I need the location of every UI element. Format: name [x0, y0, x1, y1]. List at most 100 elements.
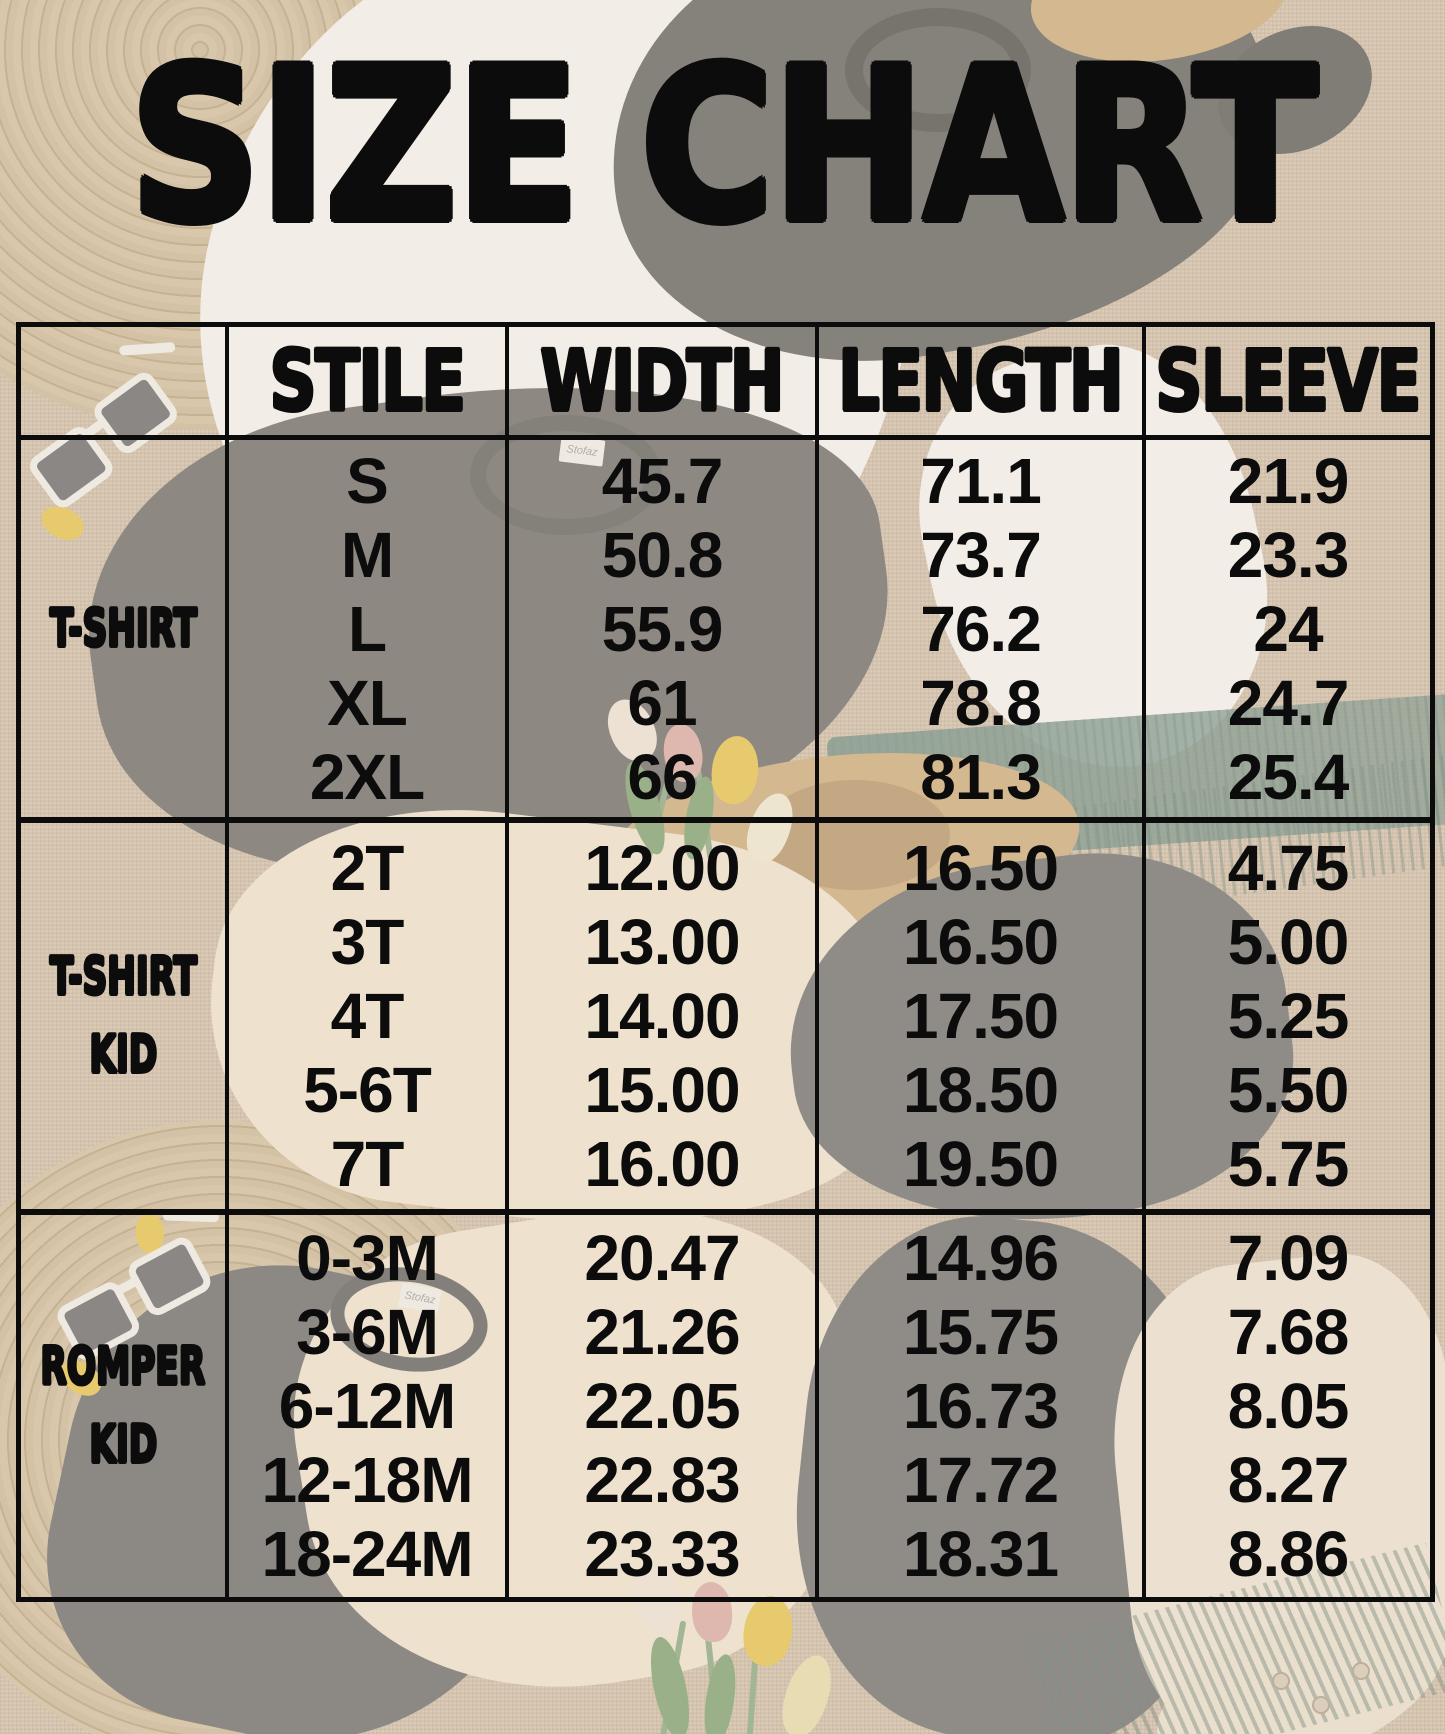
- size-value: M: [340, 518, 394, 591]
- header-cell-stile: STILE: [229, 327, 509, 435]
- column-cell-size: 0-3M 3-6M 6-12M 12-18M 18-24M: [229, 1215, 509, 1597]
- length-value: 18.31: [902, 1518, 1059, 1590]
- header-cell-sleeve: SLEEVE: [1146, 327, 1430, 435]
- column-cell-width: 20.47 21.26 22.05 22.83 23.33: [509, 1215, 819, 1597]
- page-title: SIZE CHART: [0, 40, 1445, 252]
- column-header-label: SLEEVE: [1155, 332, 1422, 430]
- width-value: 50.8: [601, 518, 724, 591]
- size-value: L: [347, 592, 387, 665]
- column-header-label: STILE: [269, 332, 467, 430]
- width-value: 12.00: [584, 832, 740, 904]
- romper-snap: [1312, 1696, 1330, 1714]
- table-header-row: STILE WIDTH LENGTH SLEEVE: [21, 327, 1430, 440]
- length-value: 73.7: [920, 518, 1042, 591]
- length-value: 16.73: [902, 1370, 1059, 1442]
- table-body: T-SHIRT S M L XL 2XL 45.7 50.8 55.9 61 66 71.1 73.7 7…: [21, 440, 1430, 1597]
- row-group-label: T-SHIRT: [21, 440, 229, 817]
- size-value: 4T: [330, 980, 405, 1052]
- column-header-label: LENGTH: [838, 332, 1124, 430]
- sleeve-value: 24: [1253, 592, 1323, 665]
- width-value: 22.05: [584, 1370, 740, 1442]
- sleeve-value: 5.75: [1227, 1128, 1350, 1200]
- length-value: 17.50: [902, 980, 1059, 1052]
- column-cell-length: 71.1 73.7 76.2 78.8 81.3: [819, 440, 1146, 817]
- row-group-label-line: ROMPER: [40, 1337, 206, 1397]
- width-value: 45.7: [601, 444, 724, 517]
- size-value: 5-6T: [303, 1054, 432, 1126]
- length-value: 81.3: [920, 740, 1042, 813]
- column-header-label: WIDTH: [540, 332, 785, 430]
- length-value: 71.1: [920, 444, 1042, 517]
- table-section-1: T-SHIRT KID 2T 3T 4T 5-6T 7T 12.00 13.00 14.00 15.…: [21, 823, 1430, 1215]
- size-chart-table: STILE WIDTH LENGTH SLEEVE T-SHIRT S M L XL 2X…: [16, 322, 1435, 1602]
- size-value: 3T: [330, 906, 405, 978]
- sleeve-value: 21.9: [1227, 444, 1350, 517]
- width-value: 55.9: [601, 592, 724, 665]
- length-value: 16.50: [902, 832, 1059, 904]
- header-cell-empty: [21, 327, 229, 435]
- sleeve-value: 7.09: [1227, 1222, 1350, 1294]
- sleeve-value: 25.4: [1227, 740, 1350, 813]
- table-section-0: T-SHIRT S M L XL 2XL 45.7 50.8 55.9 61 66 71.1 73.7 7…: [21, 440, 1430, 823]
- length-value: 16.50: [902, 906, 1059, 978]
- length-value: 76.2: [920, 592, 1042, 665]
- sleeve-value: 5.25: [1227, 980, 1350, 1052]
- sleeve-value: 7.68: [1227, 1296, 1350, 1368]
- width-value: 15.00: [584, 1054, 740, 1126]
- length-value: 14.96: [902, 1222, 1059, 1294]
- row-group-label: T-SHIRT KID: [21, 823, 229, 1209]
- column-cell-sleeve: 21.9 23.3 24 24.7 25.4: [1146, 440, 1430, 817]
- width-value: 23.33: [584, 1518, 740, 1590]
- width-value: 22.83: [584, 1444, 740, 1516]
- length-value: 17.72: [902, 1444, 1059, 1516]
- table-section-2: ROMPER KID 0-3M 3-6M 6-12M 12-18M 18-24M 20.47 2…: [21, 1215, 1430, 1597]
- column-cell-length: 14.96 15.75 16.73 17.72 18.31: [819, 1215, 1146, 1597]
- sleeve-value: 4.75: [1227, 832, 1350, 904]
- width-value: 13.00: [584, 906, 740, 978]
- sleeve-value: 5.00: [1227, 906, 1350, 978]
- row-group-label: ROMPER KID: [21, 1215, 229, 1597]
- size-value: S: [346, 444, 389, 517]
- length-value: 15.75: [902, 1296, 1059, 1368]
- column-cell-sleeve: 4.75 5.00 5.25 5.50 5.75: [1146, 823, 1430, 1209]
- length-value: 18.50: [902, 1054, 1059, 1126]
- column-cell-size: 2T 3T 4T 5-6T 7T: [229, 823, 509, 1209]
- row-group-label-line: T-SHIRT: [49, 947, 197, 1007]
- column-cell-width: 45.7 50.8 55.9 61 66: [509, 440, 819, 817]
- row-group-label-line: KID: [89, 1025, 157, 1085]
- width-value: 16.00: [584, 1128, 740, 1200]
- romper-snap: [1272, 1672, 1290, 1690]
- header-cell-length: LENGTH: [819, 327, 1146, 435]
- row-group-label-line: T-SHIRT: [49, 598, 197, 659]
- column-cell-size: S M L XL 2XL: [229, 440, 509, 817]
- page-title-text: SIZE CHART: [129, 22, 1317, 269]
- sleeve-value: 24.7: [1227, 666, 1350, 739]
- sleeve-value: 8.27: [1227, 1444, 1350, 1516]
- size-value: XL: [327, 666, 408, 739]
- size-value: 2XL: [309, 740, 425, 813]
- size-value: 0-3M: [296, 1222, 439, 1294]
- sleeve-value: 5.50: [1227, 1054, 1350, 1126]
- column-cell-sleeve: 7.09 7.68 8.05 8.27 8.86: [1146, 1215, 1430, 1597]
- width-value: 21.26: [584, 1296, 740, 1368]
- width-value: 66: [627, 740, 697, 813]
- width-value: 20.47: [584, 1222, 740, 1294]
- row-group-label-line: KID: [89, 1415, 157, 1475]
- sleeve-value: 8.05: [1227, 1370, 1350, 1442]
- sleeve-value: 23.3: [1227, 518, 1350, 591]
- length-value: 78.8: [920, 666, 1042, 739]
- length-value: 19.50: [902, 1128, 1059, 1200]
- size-value: 12-18M: [261, 1444, 474, 1516]
- size-value: 7T: [330, 1128, 405, 1200]
- size-value: 2T: [330, 832, 405, 904]
- column-cell-length: 16.50 16.50 17.50 18.50 19.50: [819, 823, 1146, 1209]
- width-value: 14.00: [584, 980, 740, 1052]
- size-value: 6-12M: [278, 1370, 456, 1442]
- size-value: 3-6M: [296, 1296, 439, 1368]
- column-cell-width: 12.00 13.00 14.00 15.00 16.00: [509, 823, 819, 1209]
- size-value: 18-24M: [261, 1518, 474, 1590]
- width-value: 61: [627, 666, 697, 739]
- romper-snap: [1352, 1662, 1370, 1680]
